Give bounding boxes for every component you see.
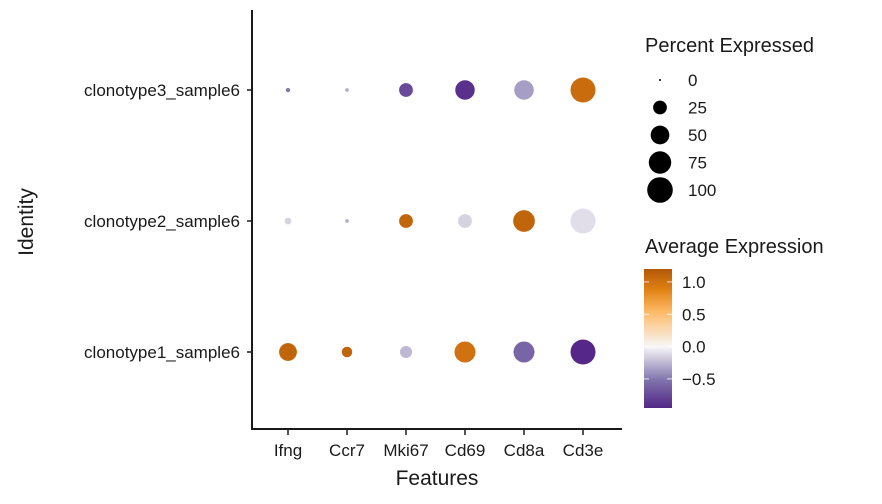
y-tick-label: clonotype2_sample6 [84, 212, 240, 231]
colorbar-tick-label: 0.5 [682, 305, 706, 324]
colorbar [644, 269, 672, 408]
y-ticks: clonotype1_sample6 clonotype2_sample6 clon… [84, 81, 252, 362]
dots-layer [279, 77, 596, 365]
size-legend-label: 25 [688, 99, 707, 118]
size-legend-title: Percent Expressed [645, 35, 814, 57]
dot-clonotype3_sample6-Cd69 [455, 80, 475, 100]
x-tick-label: Cd3e [563, 441, 604, 460]
x-tick-label: Mki67 [383, 441, 428, 460]
size-legend-key [653, 100, 667, 115]
plot-area: clonotype1_sample6 clonotype2_sample6 clon… [84, 10, 622, 460]
size-legend-label: 50 [688, 126, 707, 145]
dot-clonotype1_sample6-Cd3e [570, 339, 596, 365]
x-axis-title: Features [396, 467, 479, 490]
x-tick-label: Ccr7 [329, 441, 365, 460]
dot-clonotype3_sample6-Mki67 [399, 83, 413, 97]
size-legend-label: 75 [688, 154, 707, 173]
dot-clonotype2_sample6-Cd3e [570, 208, 596, 234]
size-legend: Percent Expressed 0 25 50 75 100 [645, 35, 814, 203]
dot-clonotype3_sample6-Cd8a [514, 80, 534, 100]
dot-clonotype3_sample6-Ccr7 [345, 88, 349, 92]
x-tick-label: Ifng [274, 441, 302, 460]
color-legend-title: Average Expression [645, 236, 824, 258]
x-tick-label: Cd69 [445, 441, 486, 460]
y-tick-label: clonotype3_sample6 [84, 81, 240, 100]
dot-clonotype2_sample6-Ifng [284, 217, 292, 225]
x-ticks: Ifng Ccr7 Mki67 Cd69 Cd8a Cd3e [274, 429, 604, 460]
dot-clonotype2_sample6-Cd69 [458, 214, 472, 228]
dot-clonotype1_sample6-Ifng [279, 343, 297, 361]
dot-clonotype1_sample6-Cd69 [454, 341, 476, 363]
size-legend-key [650, 125, 670, 145]
size-legend-label: 0 [688, 71, 697, 90]
color-legend: Average Expression 1.0 0.5 0.0 −0.5 [644, 236, 824, 408]
colorbar-tick-label: −0.5 [682, 370, 716, 389]
dot-clonotype3_sample6-Cd3e [570, 77, 596, 103]
x-tick-label: Cd8a [504, 441, 545, 460]
y-tick-label: clonotype1_sample6 [84, 343, 240, 362]
dot-clonotype1_sample6-Ccr7 [341, 346, 353, 358]
size-legend-key [648, 151, 672, 174]
dot-clonotype2_sample6-Mki67 [399, 214, 413, 228]
size-legend-label: 100 [688, 181, 716, 200]
size-legend-key [647, 177, 673, 203]
size-legend-key [659, 79, 661, 81]
dot-clonotype1_sample6-Mki67 [399, 345, 413, 359]
dot-clonotype3_sample6-Ifng [285, 87, 291, 93]
y-axis-title: Identity [15, 188, 38, 256]
dot-clonotype1_sample6-Cd8a [513, 341, 535, 363]
dot-clonotype2_sample6-Cd8a [513, 210, 535, 232]
colorbar-tick-label: 0.0 [682, 338, 706, 357]
dot-clonotype2_sample6-Ccr7 [345, 219, 349, 223]
colorbar-tick-label: 1.0 [682, 273, 706, 292]
